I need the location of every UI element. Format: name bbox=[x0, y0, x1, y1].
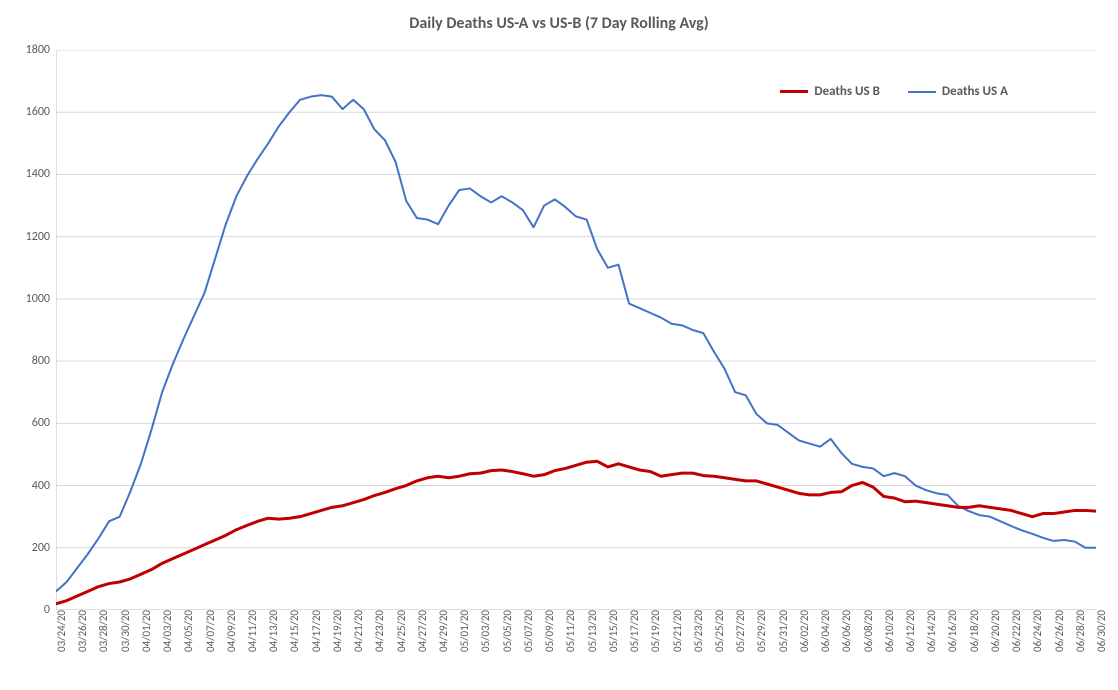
x-tick-label: 06/18/20 bbox=[965, 610, 981, 652]
x-tick-label: 04/03/20 bbox=[158, 610, 174, 652]
x-tick-label: 06/08/20 bbox=[859, 610, 875, 652]
y-tick-label: 600 bbox=[32, 416, 56, 430]
x-tick-label: 03/24/20 bbox=[52, 610, 68, 652]
x-tick-label: 05/25/20 bbox=[710, 610, 726, 652]
x-tick-label: 05/31/20 bbox=[774, 610, 790, 652]
chart-title: Daily Deaths US-A vs US-B (7 Day Rolling… bbox=[0, 14, 1118, 33]
y-tick-label: 1200 bbox=[26, 230, 56, 244]
y-tick-label: 200 bbox=[32, 541, 56, 555]
x-tick-label: 05/23/20 bbox=[689, 610, 705, 652]
y-tick-label: 400 bbox=[32, 479, 56, 493]
x-tick-label: 04/25/20 bbox=[392, 610, 408, 652]
x-tick-label: 06/06/20 bbox=[837, 610, 853, 652]
x-tick-label: 04/29/20 bbox=[434, 610, 450, 652]
x-tick-label: 06/04/20 bbox=[816, 610, 832, 652]
y-tick-label: 1400 bbox=[26, 167, 56, 181]
chart-container: Daily Deaths US-A vs US-B (7 Day Rolling… bbox=[0, 0, 1118, 690]
x-tick-label: 04/09/20 bbox=[222, 610, 238, 652]
x-tick-label: 04/27/20 bbox=[413, 610, 429, 652]
y-tick-label: 800 bbox=[32, 354, 56, 368]
legend-label: Deaths US B bbox=[814, 84, 880, 99]
x-tick-label: 06/02/20 bbox=[795, 610, 811, 652]
x-tick-label: 06/16/20 bbox=[943, 610, 959, 652]
plot-area: 02004006008001000120014001600180003/24/2… bbox=[56, 50, 1096, 610]
x-tick-label: 05/29/20 bbox=[752, 610, 768, 652]
y-tick-label: 1600 bbox=[26, 105, 56, 119]
x-tick-label: 05/05/20 bbox=[498, 610, 514, 652]
x-tick-label: 03/28/20 bbox=[94, 610, 110, 652]
y-tick-label: 1800 bbox=[26, 43, 56, 57]
x-tick-label: 04/07/20 bbox=[201, 610, 217, 652]
x-tick-label: 06/22/20 bbox=[1007, 610, 1023, 652]
x-tick-label: 04/11/20 bbox=[243, 610, 259, 652]
x-tick-label: 06/20/20 bbox=[986, 610, 1002, 652]
x-tick-label: 05/15/20 bbox=[604, 610, 620, 652]
x-tick-label: 04/23/20 bbox=[370, 610, 386, 652]
x-tick-label: 05/11/20 bbox=[561, 610, 577, 652]
x-tick-label: 04/13/20 bbox=[264, 610, 280, 652]
x-tick-label: 05/17/20 bbox=[625, 610, 641, 652]
x-tick-label: 05/27/20 bbox=[731, 610, 747, 652]
x-tick-label: 05/01/20 bbox=[455, 610, 471, 652]
x-tick-label: 04/01/20 bbox=[137, 610, 153, 652]
x-tick-label: 06/26/20 bbox=[1050, 610, 1066, 652]
x-tick-label: 06/30/20 bbox=[1092, 610, 1108, 652]
x-tick-label: 04/21/20 bbox=[349, 610, 365, 652]
x-tick-label: 05/09/20 bbox=[540, 610, 556, 652]
x-tick-label: 06/10/20 bbox=[880, 610, 896, 652]
x-tick-label: 05/07/20 bbox=[519, 610, 535, 652]
x-tick-label: 04/19/20 bbox=[328, 610, 344, 652]
legend-item: Deaths US B bbox=[780, 84, 880, 99]
x-tick-label: 05/19/20 bbox=[646, 610, 662, 652]
x-tick-label: 06/14/20 bbox=[922, 610, 938, 652]
x-tick-label: 04/17/20 bbox=[307, 610, 323, 652]
x-tick-label: 06/12/20 bbox=[901, 610, 917, 652]
x-tick-label: 05/21/20 bbox=[668, 610, 684, 652]
x-tick-label: 04/15/20 bbox=[285, 610, 301, 652]
x-tick-label: 06/24/20 bbox=[1028, 610, 1044, 652]
y-tick-label: 1000 bbox=[26, 292, 56, 306]
x-tick-label: 03/26/20 bbox=[73, 610, 89, 652]
x-tick-label: 05/03/20 bbox=[476, 610, 492, 652]
x-tick-label: 04/05/20 bbox=[179, 610, 195, 652]
legend-swatch bbox=[780, 90, 808, 93]
legend-swatch bbox=[908, 91, 936, 93]
x-tick-label: 06/28/20 bbox=[1071, 610, 1087, 652]
legend: Deaths US B Deaths US A bbox=[780, 84, 1008, 99]
x-tick-label: 05/13/20 bbox=[583, 610, 599, 652]
legend-label: Deaths US A bbox=[942, 84, 1008, 99]
legend-item: Deaths US A bbox=[908, 84, 1008, 99]
x-tick-label: 03/30/20 bbox=[116, 610, 132, 652]
